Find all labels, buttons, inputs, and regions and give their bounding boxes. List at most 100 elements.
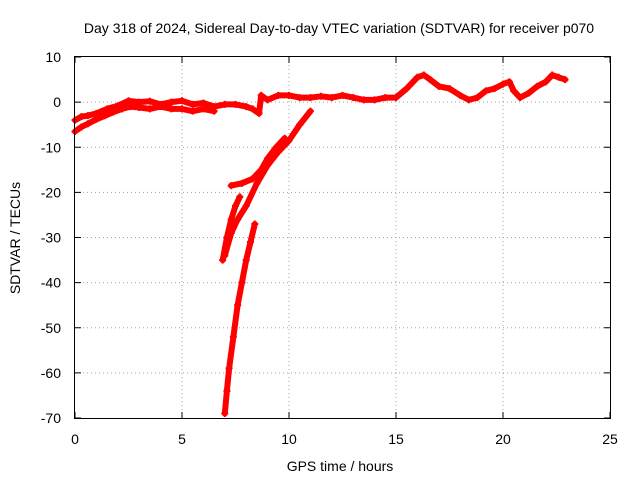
data-point [490, 85, 498, 93]
data-point [189, 107, 197, 115]
data-point [426, 76, 434, 84]
y-tick-label: -20 [41, 184, 61, 200]
data-point [232, 100, 239, 108]
y-tick-label: 10 [45, 49, 61, 65]
x-axis-label: GPS time / hours [287, 458, 394, 474]
data-point [125, 97, 132, 105]
data-point [225, 364, 233, 372]
data-point [542, 78, 550, 86]
data-point [473, 94, 481, 102]
data-point [92, 115, 100, 123]
data-point [257, 166, 265, 174]
y-tick-label: -50 [41, 320, 61, 336]
data-point [499, 80, 507, 88]
data-point [118, 105, 126, 113]
x-tick-label: 10 [281, 431, 297, 447]
data-point [219, 256, 227, 264]
data-point [296, 94, 304, 102]
data-point [157, 103, 165, 111]
data-point [221, 100, 229, 108]
y-tick-label: -40 [41, 275, 61, 291]
data-point [253, 179, 261, 187]
series-main-trace [71, 71, 569, 124]
data-point [77, 123, 85, 131]
data-point [420, 71, 428, 79]
data-point [238, 279, 246, 287]
data-point [110, 108, 118, 116]
data-point [306, 94, 314, 102]
series-start-spread [71, 103, 218, 135]
data-point [339, 91, 346, 99]
data-point [249, 105, 257, 113]
grid [75, 57, 610, 418]
data-point [232, 202, 239, 210]
data-point [167, 105, 175, 113]
axis-ticks: 0 5 10 15 20 25 -70 -60 -50 -40 -30 -20 -10 0 10 [41, 49, 618, 447]
data-point [435, 82, 443, 90]
data-point [533, 82, 541, 90]
data-point [371, 96, 379, 104]
series-trace [221, 108, 314, 259]
data-point [238, 179, 246, 187]
data-point [77, 113, 85, 121]
series-arc-upper-curve [227, 134, 289, 190]
data-point [178, 105, 186, 113]
data-point [510, 87, 518, 95]
data-point [229, 333, 237, 341]
data-point [189, 100, 197, 108]
data-point [227, 182, 235, 190]
data-point [146, 105, 154, 113]
x-tick-label: 5 [178, 431, 186, 447]
data-point [199, 105, 207, 113]
data-point [101, 112, 109, 120]
data-point [146, 97, 154, 105]
series-trace [72, 72, 569, 124]
data-point [167, 98, 175, 106]
data-point [525, 89, 533, 97]
data-point [555, 73, 563, 81]
data-point [242, 103, 250, 111]
y-tick-label: -30 [41, 230, 61, 246]
data-point [135, 104, 143, 112]
y-tick-label: -10 [41, 139, 61, 155]
data-point [264, 155, 272, 163]
data-point [234, 215, 242, 223]
data-point [221, 409, 229, 417]
data-point [285, 91, 293, 99]
data-point [328, 94, 336, 102]
y-tick-label: 0 [53, 94, 61, 110]
data-point [482, 87, 490, 95]
data-point [360, 96, 368, 104]
data-point [413, 73, 421, 81]
data-point [548, 71, 556, 79]
data-point [84, 120, 92, 128]
data-point [465, 96, 473, 104]
data-point [272, 143, 280, 151]
data-point [392, 94, 400, 102]
data-point [249, 175, 257, 183]
data-point [242, 202, 250, 210]
data-point [274, 91, 282, 99]
data-point [446, 85, 453, 93]
data-point [199, 99, 207, 107]
data-point [317, 92, 325, 100]
series-arc-steep-lower [221, 220, 259, 417]
data-point [296, 121, 304, 129]
data-point [306, 107, 314, 115]
data-point [227, 215, 235, 223]
data-point [505, 78, 513, 86]
data-point [246, 238, 254, 246]
data-point [103, 105, 111, 113]
x-tick-label: 20 [495, 431, 511, 447]
data-point [223, 387, 231, 395]
x-tick-label: 25 [602, 431, 618, 447]
data-point [92, 109, 100, 117]
y-tick-label: -70 [41, 410, 61, 426]
data-point [210, 107, 218, 115]
data-point [236, 193, 244, 201]
series-trace [72, 103, 218, 135]
data-point [251, 220, 259, 228]
data-series-group [71, 71, 569, 417]
data-point [264, 96, 272, 104]
